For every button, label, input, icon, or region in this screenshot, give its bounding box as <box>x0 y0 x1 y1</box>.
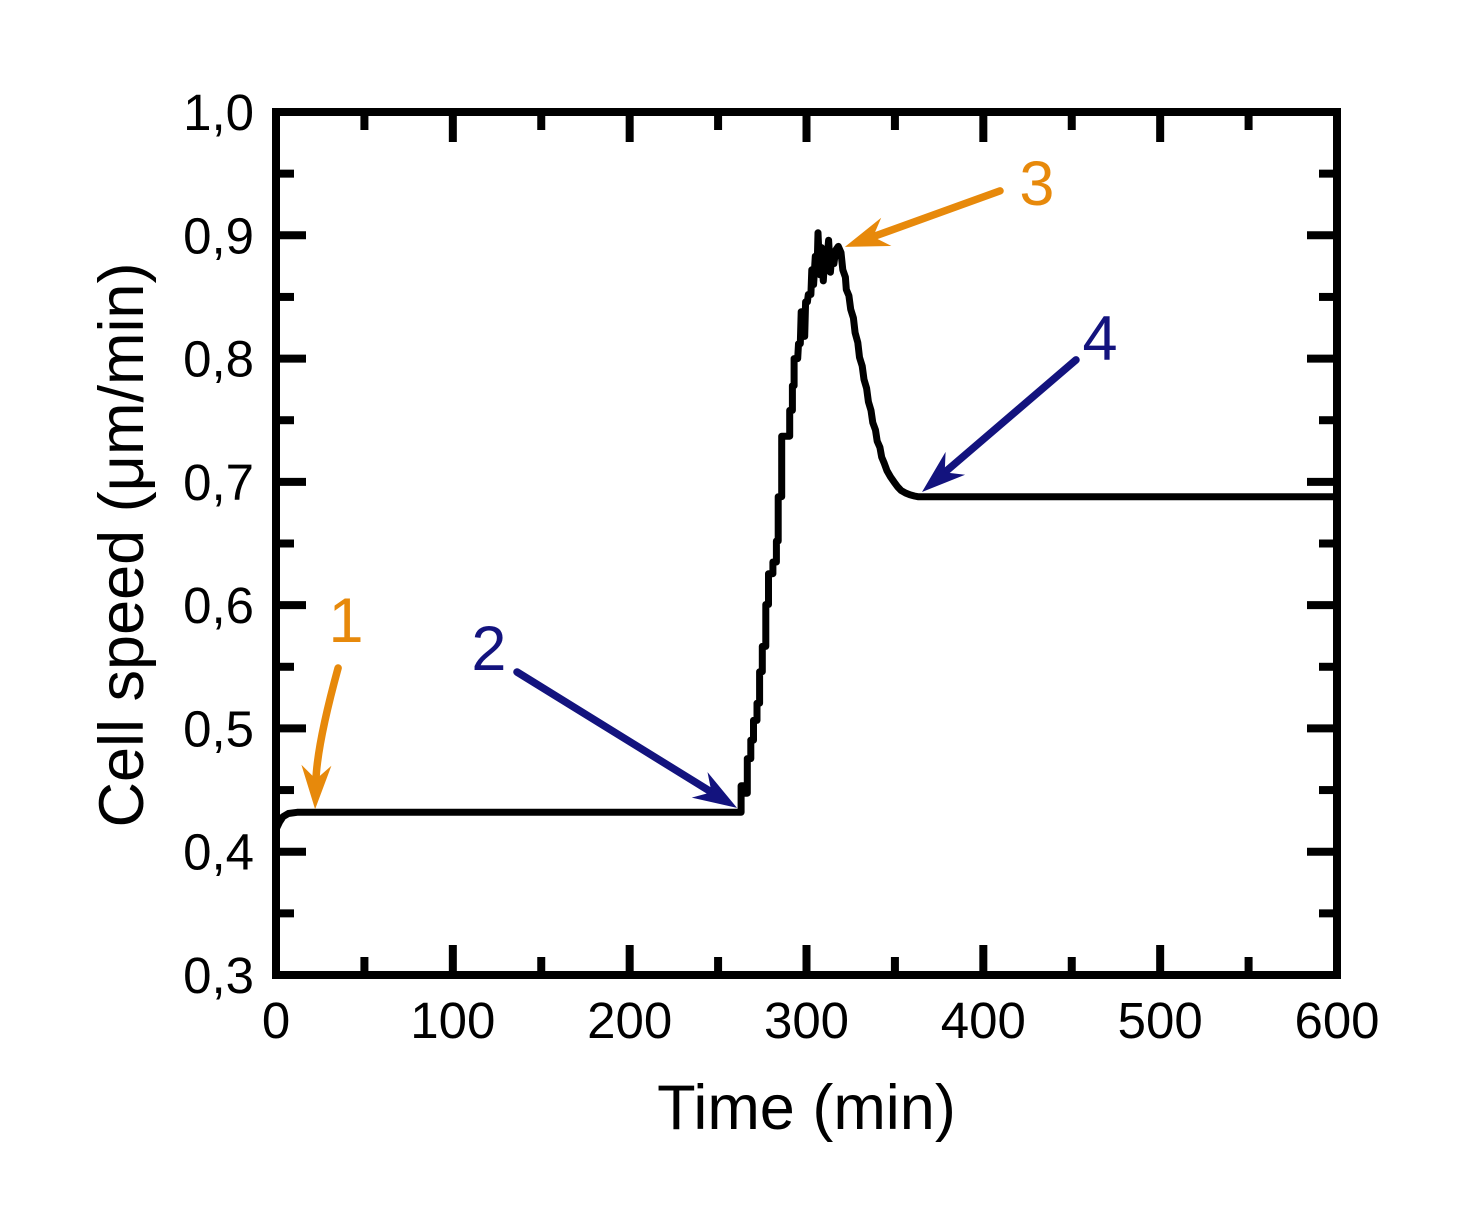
annotation-arrow-shaft <box>867 187 1004 242</box>
y-tick-label: 0,8 <box>183 331 254 388</box>
data-curve <box>272 229 1341 833</box>
x-axis-title: Time (min) <box>657 1073 956 1143</box>
annotation-number: 2 <box>471 614 506 684</box>
annotation-arrow-shaft <box>312 664 342 785</box>
annotation-number: 1 <box>329 586 364 656</box>
annotation-arrowhead <box>922 451 966 492</box>
y-tick-label: 0,7 <box>183 454 254 511</box>
plot-frame <box>272 108 1341 979</box>
y-axis-title: Cell speed (μm/min) <box>87 262 157 828</box>
x-tick-label: 400 <box>941 992 1026 1049</box>
annotation-arrow-shaft <box>939 356 1080 478</box>
annotation-arrowhead <box>844 217 892 247</box>
y-tick-label: 0,3 <box>183 947 254 1004</box>
y-tick-label: 0,4 <box>183 824 254 881</box>
x-tick-label: 100 <box>410 992 495 1049</box>
x-tick-label: 300 <box>764 992 849 1049</box>
x-tick-label: 600 <box>1294 992 1379 1049</box>
x-tick-label: 0 <box>262 992 290 1049</box>
y-tick-label: 0,5 <box>183 700 254 757</box>
y-tick-label: 0,9 <box>183 207 254 264</box>
y-tick-label: 1,0 <box>183 84 254 141</box>
annotation-number: 3 <box>1019 149 1054 219</box>
annotation-arrowhead <box>691 772 737 808</box>
annotation-number: 4 <box>1083 304 1118 374</box>
x-tick-label: 200 <box>587 992 672 1049</box>
annotation-arrow-shaft <box>513 668 717 797</box>
annotation-arrowhead <box>301 764 332 810</box>
x-tick-label: 500 <box>1118 992 1203 1049</box>
y-tick-label: 0,6 <box>183 577 254 634</box>
